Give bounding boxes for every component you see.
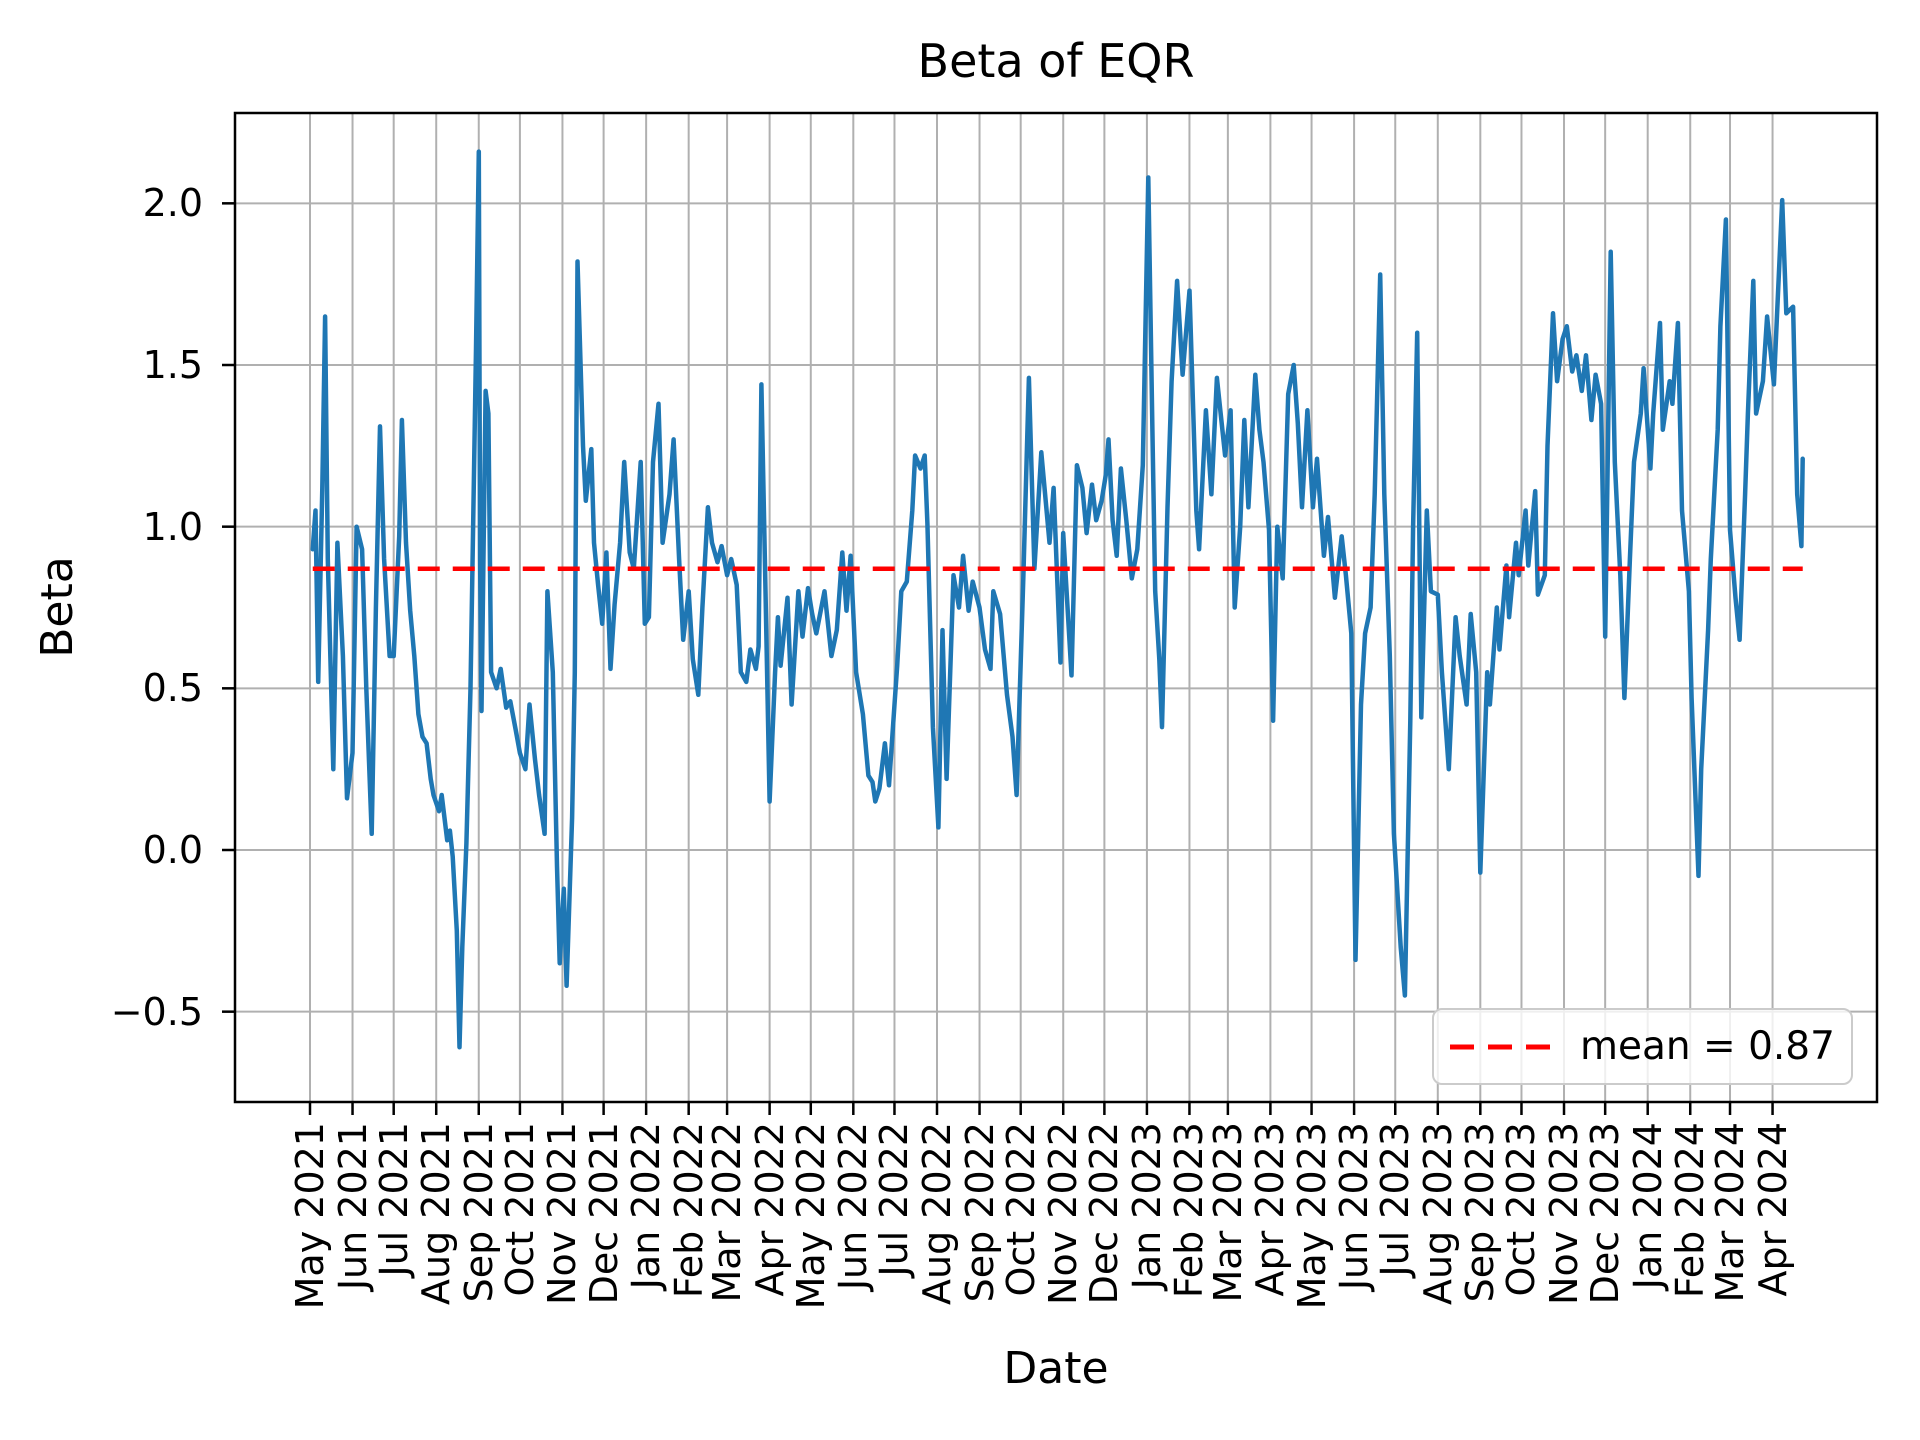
x-tick-label: May 2021 <box>288 1122 332 1310</box>
x-tick-label: Apr 2022 <box>747 1122 792 1297</box>
x-tick-label: Jun 2023 <box>1332 1122 1377 1291</box>
x-tick-label: Oct 2022 <box>998 1122 1043 1297</box>
x-tick-label: Nov 2023 <box>1542 1122 1586 1305</box>
y-tick-label: 1.0 <box>142 504 203 549</box>
beta-line-series <box>310 149 1805 1050</box>
x-tick-label: Dec 2022 <box>1082 1122 1127 1305</box>
x-tick-label: Mar 2022 <box>705 1122 750 1303</box>
x-tick-label: Nov 2021 <box>540 1122 585 1305</box>
x-tick-label: Oct 2021 <box>497 1122 542 1297</box>
chart-title: Beta of EQR <box>917 34 1195 88</box>
x-tick-label: Jul 2021 <box>371 1122 416 1277</box>
y-tick-label: −0.5 <box>110 989 203 1034</box>
y-tick-label: 0.5 <box>142 666 203 711</box>
x-tick-label: Jun 2022 <box>831 1122 876 1291</box>
axis-ticks <box>222 202 1774 1115</box>
x-tick-label: Feb 2024 <box>1668 1122 1713 1299</box>
x-tick-label: May 2022 <box>788 1122 833 1310</box>
x-tick-label: Aug 2021 <box>414 1122 459 1305</box>
x-tick-label: Dec 2023 <box>1583 1122 1628 1305</box>
x-tick-label: Sep 2021 <box>456 1122 501 1303</box>
plot-border <box>233 111 1879 1104</box>
legend: mean = 0.87 <box>1432 1008 1853 1085</box>
x-tick-label: Jan 2022 <box>624 1122 669 1290</box>
x-axis-label: Date <box>1003 1343 1109 1394</box>
x-tick-label: Aug 2022 <box>915 1122 959 1305</box>
x-tick-label: Sep 2022 <box>957 1122 1002 1303</box>
x-tick-label: May 2023 <box>1289 1122 1334 1310</box>
y-tick-label: 2.0 <box>142 181 203 226</box>
y-tick-label: 0.0 <box>142 828 203 872</box>
x-tick-label: Aug 2023 <box>1415 1122 1460 1305</box>
y-axis-label: Beta <box>32 556 83 658</box>
x-tick-label: Dec 2021 <box>581 1122 626 1305</box>
x-tick-label: Jul 2023 <box>1373 1122 1418 1277</box>
x-tick-label: Oct 2023 <box>1499 1122 1544 1297</box>
x-tick-label: Jul 2022 <box>872 1122 917 1277</box>
y-tick-label: 1.5 <box>142 343 203 387</box>
legend-label: mean = 0.87 <box>1580 1024 1835 1069</box>
x-tick-label: Apr 2024 <box>1750 1122 1795 1297</box>
x-tick-label: Sep 2023 <box>1458 1122 1503 1303</box>
x-tick-label: Apr 2023 <box>1248 1122 1293 1297</box>
x-tick-label: Feb 2022 <box>666 1122 711 1299</box>
x-tick-label: Jan 2024 <box>1625 1122 1670 1290</box>
x-tick-label: Nov 2022 <box>1041 1122 1086 1305</box>
legend-dashed-line-icon <box>1450 1044 1556 1049</box>
x-tick-label: Jun 2021 <box>330 1122 375 1291</box>
x-tick-label: Mar 2024 <box>1708 1122 1753 1303</box>
x-tick-label: Feb 2023 <box>1167 1122 1212 1299</box>
x-tick-label: Mar 2023 <box>1205 1122 1250 1303</box>
x-tick-label: Jan 2023 <box>1124 1122 1169 1290</box>
